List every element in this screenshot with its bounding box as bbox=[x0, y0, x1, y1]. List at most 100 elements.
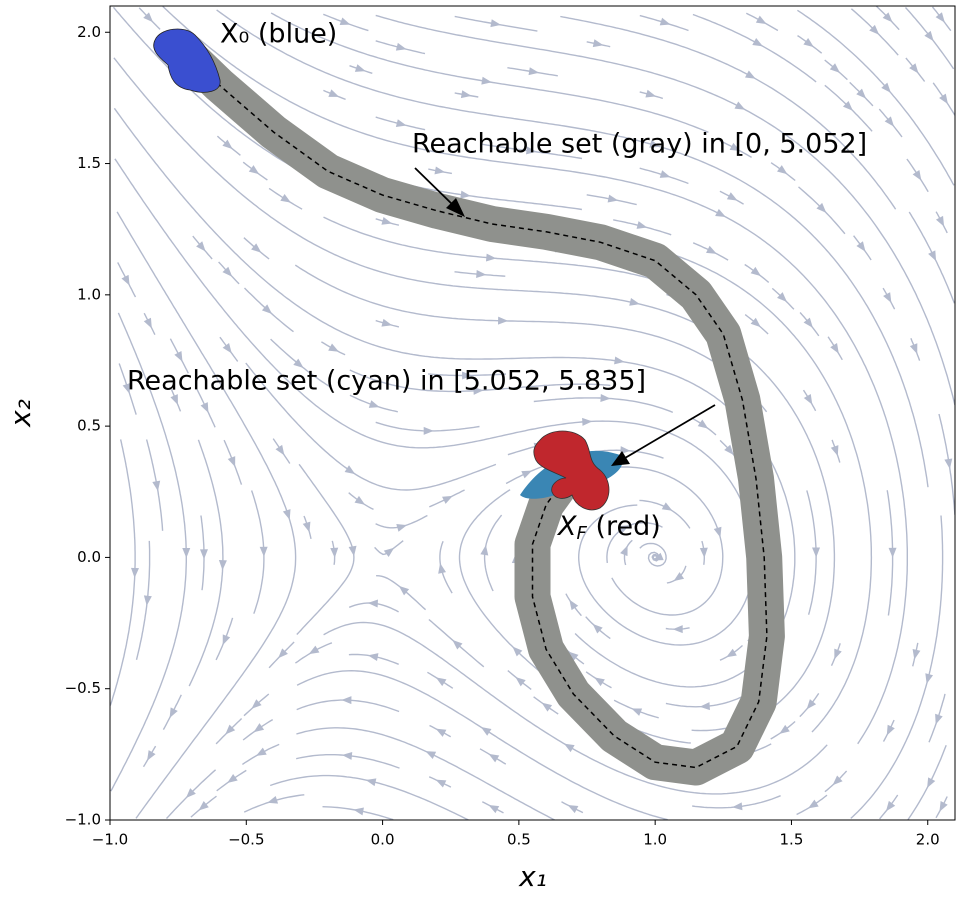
trajectory-line bbox=[177, 44, 768, 769]
y-tick-label: 0.5 bbox=[77, 417, 101, 435]
stream-arrow bbox=[629, 297, 640, 306]
streamline bbox=[938, 413, 955, 515]
stream-arrow bbox=[909, 63, 919, 74]
stream-arrow bbox=[280, 193, 291, 203]
stream-arrow bbox=[620, 545, 628, 557]
stream-arrow bbox=[256, 747, 267, 756]
stream-arrow bbox=[924, 30, 934, 42]
stream-arrow bbox=[939, 93, 948, 105]
stream-arrow bbox=[169, 707, 178, 719]
stream-arrow bbox=[365, 778, 377, 787]
stream-arrow bbox=[618, 525, 630, 534]
stream-arrow bbox=[435, 728, 447, 737]
stream-arrow bbox=[734, 101, 746, 110]
stream-arrow bbox=[881, 82, 891, 93]
stream-arrow bbox=[779, 724, 790, 734]
stream-arrow bbox=[808, 799, 819, 809]
x-tick-label: 2.0 bbox=[916, 831, 940, 849]
stream-arrow bbox=[729, 142, 741, 152]
streamline bbox=[114, 158, 755, 646]
stream-arrow bbox=[882, 12, 893, 23]
stream-arrow bbox=[699, 702, 710, 711]
stream-arrow bbox=[944, 458, 953, 469]
stream-arrow bbox=[218, 560, 227, 571]
stream-arrow bbox=[485, 253, 497, 262]
stream-arrow bbox=[935, 215, 945, 227]
stream-arrow bbox=[832, 775, 843, 786]
stream-arrow bbox=[816, 202, 827, 213]
x-tick-label: −0.5 bbox=[228, 831, 264, 849]
stream-arrow bbox=[567, 805, 579, 814]
stream-arrow bbox=[196, 241, 206, 252]
annotation-part: (red) bbox=[587, 511, 661, 542]
stream-arrow bbox=[812, 547, 821, 558]
stream-arrow bbox=[935, 12, 945, 23]
stream-arrow bbox=[251, 699, 262, 709]
stream-arrow bbox=[724, 444, 734, 455]
streamline bbox=[110, 439, 136, 706]
streamline bbox=[560, 15, 897, 210]
stream-arrow bbox=[750, 317, 761, 328]
x-axis-label: x₁ bbox=[518, 860, 547, 893]
stream-arrow bbox=[834, 648, 842, 660]
stream-arrow bbox=[649, 140, 660, 148]
stream-arrow bbox=[652, 552, 664, 561]
stream-arrow bbox=[462, 371, 473, 380]
stream-arrow bbox=[354, 64, 366, 72]
streamline bbox=[113, 107, 796, 688]
stream-arrow bbox=[614, 356, 625, 365]
annotation: Reachable set (cyan) in [5.052, 5.835] bbox=[127, 366, 646, 397]
stream-arrow bbox=[222, 266, 233, 277]
stream-arrow bbox=[261, 304, 273, 315]
stream-arrow bbox=[131, 567, 139, 578]
stream-arrow bbox=[438, 563, 447, 574]
stream-arrow bbox=[541, 702, 553, 712]
stream-arrow bbox=[661, 502, 673, 511]
stream-arrow bbox=[267, 796, 279, 804]
stream-arrow bbox=[659, 17, 671, 26]
stream-arrow bbox=[582, 417, 593, 426]
stream-arrow bbox=[368, 400, 380, 408]
stream-arrow bbox=[425, 751, 437, 760]
streamline bbox=[296, 463, 355, 635]
stream-arrow bbox=[282, 509, 291, 520]
stream-arrow bbox=[886, 724, 895, 736]
trajectory bbox=[165, 32, 785, 786]
stream-arrow bbox=[367, 599, 378, 608]
x-tick-label: 0.5 bbox=[507, 831, 531, 849]
stream-arrow bbox=[383, 547, 395, 558]
stream-arrow bbox=[755, 15, 767, 25]
stream-arrow bbox=[884, 116, 895, 127]
stream-arrow bbox=[341, 696, 352, 705]
stream-arrow bbox=[490, 19, 501, 28]
stream-arrow bbox=[528, 67, 540, 76]
arrow bbox=[414, 167, 456, 208]
stream-arrow bbox=[143, 317, 152, 329]
stream-arrow bbox=[927, 777, 936, 789]
stream-arrow bbox=[442, 495, 453, 504]
stream-arrow bbox=[222, 343, 232, 354]
stream-arrow bbox=[620, 446, 631, 455]
stream-arrow bbox=[398, 585, 410, 596]
stream-arrow bbox=[672, 625, 683, 634]
stream-arrow bbox=[381, 217, 393, 225]
stream-arrow bbox=[939, 801, 948, 812]
stream-arrow bbox=[526, 146, 537, 155]
stream-arrow bbox=[568, 651, 579, 661]
arrow bbox=[624, 404, 716, 459]
stream-arrow bbox=[594, 677, 605, 687]
stream-arrow bbox=[883, 292, 892, 303]
stream-arrow bbox=[480, 544, 489, 556]
y-axis-label: x₂ bbox=[4, 399, 37, 428]
stream-arrow bbox=[521, 470, 533, 479]
streamline bbox=[188, 439, 224, 687]
stream-arrow bbox=[636, 221, 648, 229]
stream-arrow bbox=[182, 547, 191, 558]
streamline bbox=[116, 211, 297, 819]
stream-arrow bbox=[830, 445, 839, 456]
stream-arrow bbox=[328, 89, 340, 97]
stream-arrow bbox=[659, 170, 671, 178]
stream-arrow bbox=[353, 807, 364, 816]
stream-arrow bbox=[912, 170, 922, 181]
stream-arrow bbox=[275, 444, 285, 456]
